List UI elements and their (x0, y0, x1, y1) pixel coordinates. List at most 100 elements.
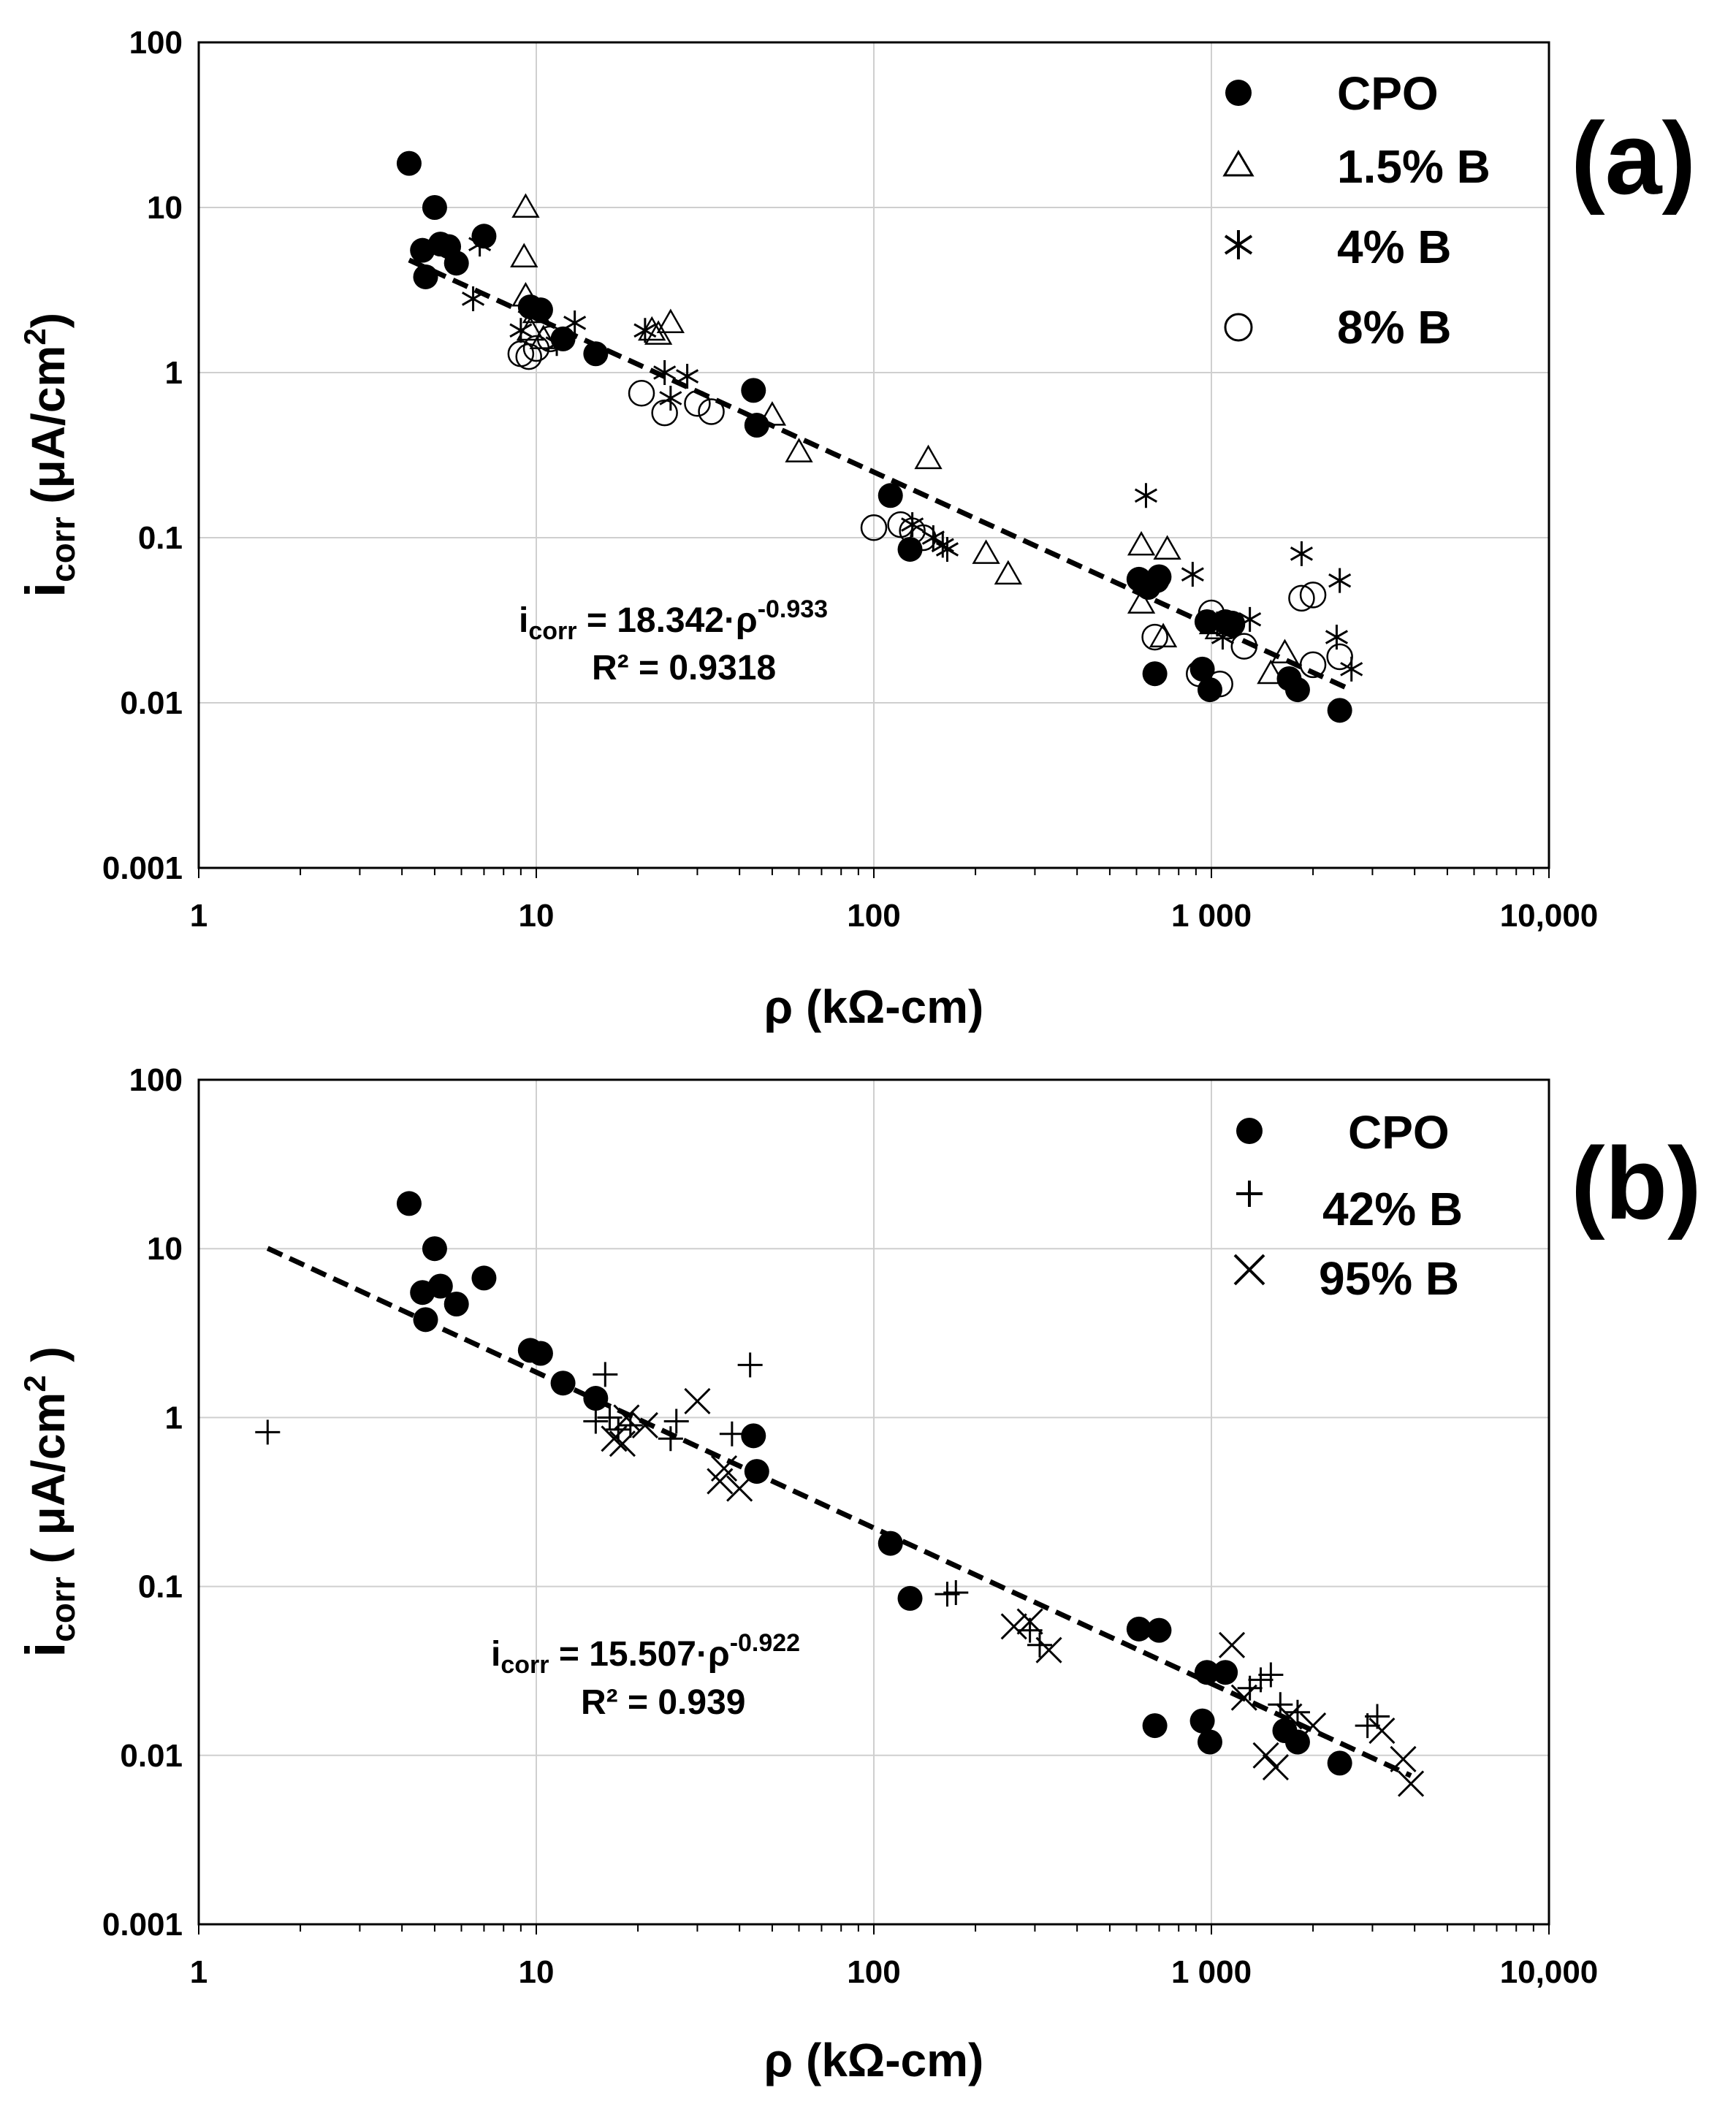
point-cpo (396, 150, 422, 176)
y-axis-label-b: icorr ( μA/cm2 ) (15, 1346, 82, 1658)
point-1-5-b (1271, 639, 1299, 663)
point-4-b (1290, 541, 1313, 566)
equation-i-a: i (519, 601, 528, 640)
point-4-b (1181, 562, 1204, 587)
point-1-5-b (510, 243, 538, 268)
point-cpo (443, 1292, 469, 1317)
y-axis-label-unit-b: ( μA/cm (22, 1392, 75, 1577)
point-95-b (609, 1430, 636, 1457)
x-axis-label-b: ρ (kΩ-cm) (764, 2034, 984, 2086)
x-tick-label: 1 (190, 1954, 208, 1990)
point-8-b (860, 514, 888, 541)
legend-marker-42b-b (1236, 1181, 1263, 1207)
point-42-b (737, 1352, 763, 1378)
point-95-b (1035, 1636, 1062, 1663)
point-cpo (1213, 1660, 1238, 1685)
equation-exp-b: -0.922 (730, 1629, 800, 1657)
point-95-b (1230, 1684, 1257, 1711)
point-1-5-b (1257, 659, 1285, 685)
panel-label-b: (b) (1571, 1126, 1702, 1240)
x-axis-label-a: ρ (kΩ-cm) (764, 980, 984, 1033)
point-1-5-b (785, 438, 813, 462)
point-42-b (663, 1409, 689, 1434)
point-cpo (877, 1531, 903, 1556)
x-tick-label: 1 (190, 898, 208, 934)
point-cpo (471, 1265, 497, 1291)
point-8-b (1288, 584, 1315, 612)
point-95-b (1218, 1631, 1246, 1658)
point-cpo (583, 341, 609, 367)
point-8-b (1299, 651, 1327, 679)
legend-label-1-5b-a: 1.5% B (1337, 140, 1491, 193)
point-cpo (583, 1386, 609, 1411)
point-42-b (1268, 1692, 1293, 1718)
point-1-5-b (656, 308, 685, 333)
point-cpo (422, 195, 447, 220)
point-1-5-b (511, 281, 540, 307)
point-cpo (413, 1307, 438, 1333)
y-tick-label: 100 (129, 1062, 183, 1098)
point-cpo (1197, 1729, 1222, 1755)
y-tick-label: 0.001 (102, 850, 183, 886)
point-1-5-b (1127, 589, 1156, 614)
x-tick-label: 100 (847, 898, 900, 934)
point-cpo (1194, 1660, 1219, 1685)
point-42-b (943, 1579, 969, 1605)
y-axis-label-sup-a: 2 (18, 328, 52, 345)
point-42-b (1248, 1667, 1274, 1693)
point-cpo (1189, 656, 1215, 682)
y-axis-label-sub-a: corr (44, 517, 82, 582)
point-95-b (1262, 1754, 1289, 1781)
point-4-b (935, 536, 959, 562)
legend-label-4b-a: 4% B (1337, 221, 1452, 273)
point-cpo (1142, 1713, 1168, 1739)
point-42-b (255, 1419, 281, 1445)
point-95-b (601, 1425, 628, 1452)
point-4-b (462, 286, 485, 311)
point-95-b (684, 1387, 711, 1415)
point-1-5-b (522, 298, 551, 324)
point-cpo (741, 378, 766, 403)
point-1-5-b (1153, 535, 1181, 560)
equation-sub-a: corr (528, 617, 576, 645)
point-42-b (1284, 1699, 1310, 1725)
point-95-b (1300, 1712, 1327, 1739)
equation-sub-b: corr (500, 1651, 549, 1679)
y-axis-label-sub-b: corr (44, 1577, 82, 1642)
point-42-b (1027, 1632, 1053, 1658)
point-95-b (710, 1455, 738, 1482)
y-axis-label-a: icorr (μA/cm2) (15, 313, 82, 598)
point-cpo (1327, 1750, 1352, 1776)
plot-frame-a (197, 41, 1550, 869)
point-cpo (1146, 564, 1172, 590)
legend-label-cpo-b: CPO (1348, 1106, 1450, 1159)
point-cpo (1189, 1708, 1215, 1734)
point-8-b (522, 335, 550, 362)
point-cpo (422, 1236, 447, 1262)
y-axis-label-unit-a: (μA/cm (22, 346, 75, 517)
point-95-b (1276, 1703, 1303, 1730)
point-4-b (509, 318, 533, 343)
point-8-b (684, 390, 711, 417)
point-4-b (1238, 606, 1262, 632)
point-cpo (877, 483, 903, 508)
point-8-b (628, 379, 655, 407)
legend-b: CPO 42% B 95% B (1233, 1106, 1463, 1305)
legend-marker-4b-a (1224, 230, 1253, 259)
point-42-b (719, 1421, 745, 1446)
x-tick-label: 100 (847, 1954, 900, 1990)
legend-label-95b-b: 95% B (1319, 1252, 1459, 1305)
equation-body-b: = 15.507·ρ (549, 1635, 729, 1674)
equation-b: icorr = 15.507·ρ-0.922 (491, 1629, 800, 1679)
point-4-b (1211, 625, 1234, 650)
y-tick-label: 10 (147, 190, 183, 226)
y-tick-label: 1 (165, 355, 183, 391)
y-tick-labels-b: 0.001 0.01 0.1 1 10 100 (102, 1062, 183, 1943)
equation-a: icorr = 18.342·ρ-0.933 (519, 595, 828, 645)
y-axis-label-main-b: i (15, 1642, 77, 1658)
point-8-b (1230, 633, 1258, 660)
point-cpo (1126, 1616, 1151, 1642)
point-95-b (726, 1475, 753, 1502)
point-4-b (633, 318, 657, 343)
y-tick-label: 100 (129, 25, 183, 61)
